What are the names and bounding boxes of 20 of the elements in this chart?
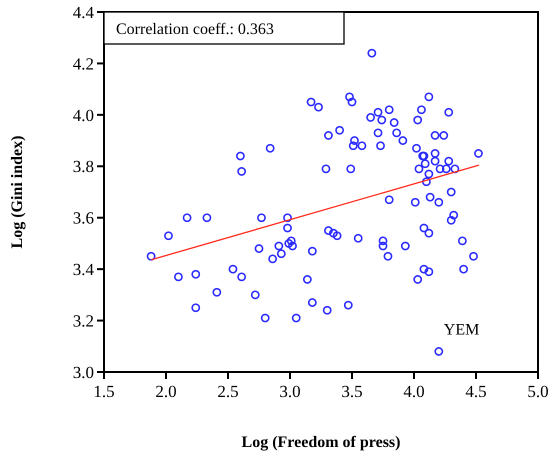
y-tick-label: 4.0 bbox=[72, 106, 94, 125]
x-tick-label: 5.0 bbox=[527, 382, 549, 401]
x-tick-label: 4.0 bbox=[403, 382, 425, 401]
y-tick-label: 3.4 bbox=[72, 260, 94, 280]
annotation: Correlation coeff.: 0.363 bbox=[116, 21, 274, 38]
y-tick-label: 3.0 bbox=[72, 362, 94, 382]
y-tick-label: 3.2 bbox=[72, 312, 94, 331]
x-tick-label: 3.5 bbox=[341, 382, 363, 401]
x-axis-title: Log (Freedom of press) bbox=[242, 434, 400, 451]
x-tick-label: 2.0 bbox=[155, 382, 177, 401]
x-tick-label: 3.0 bbox=[279, 382, 301, 401]
x-tick-label: 1.5 bbox=[93, 382, 115, 401]
y-tick-label: 4.4 bbox=[72, 2, 94, 22]
x-tick-label: 2.5 bbox=[217, 382, 239, 401]
y-tick-label: 4.2 bbox=[72, 54, 94, 74]
y-tick-label: 3.6 bbox=[72, 208, 94, 228]
y-tick-label: 3.8 bbox=[72, 157, 94, 176]
annotation: YEM bbox=[444, 321, 480, 338]
x-tick-label: 4.5 bbox=[465, 382, 487, 401]
y-axis-title: Log (Gini index) bbox=[9, 136, 26, 248]
